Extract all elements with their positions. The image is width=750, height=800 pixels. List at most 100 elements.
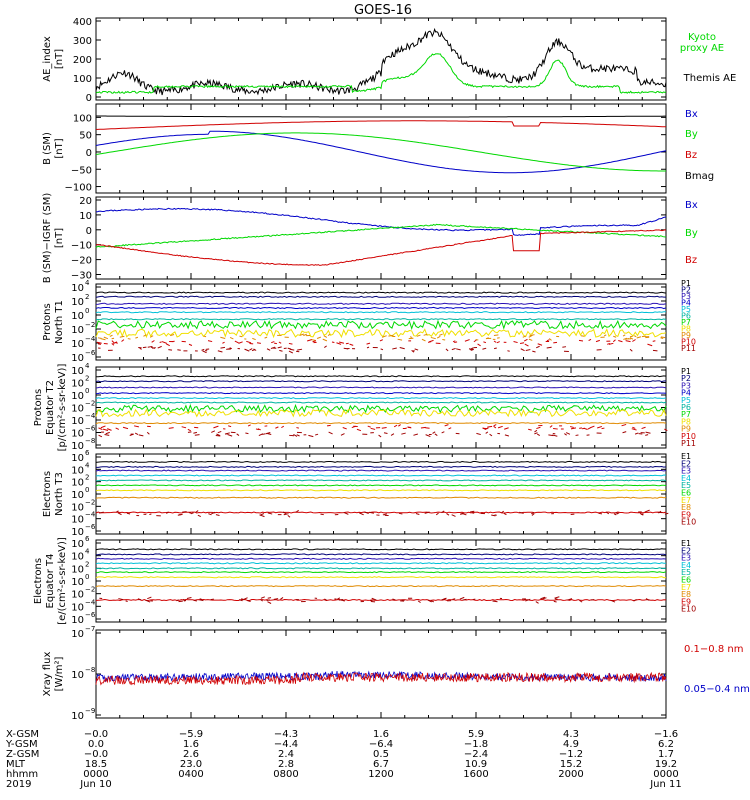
y-tick-label: 10 [71, 527, 84, 538]
series-point-e10 [337, 597, 341, 600]
series-point-p10 [444, 424, 449, 427]
series-point-e10 [260, 599, 264, 602]
x-axis-value: −4.4 [274, 739, 298, 750]
series-p3 [95, 386, 667, 389]
series-point-p11 [308, 434, 314, 438]
series-point-p9 [629, 337, 634, 340]
panel-frame [95, 196, 667, 280]
series-point-p9 [416, 334, 421, 337]
series-point-p10 [296, 427, 299, 429]
series-point-e10 [211, 511, 216, 515]
series-e4 [95, 474, 667, 477]
y-tick-exponent: −2 [85, 400, 95, 408]
series-point-p9 [100, 338, 106, 341]
x-axis-row-label: 2019 [6, 779, 31, 790]
series-point-e10 [427, 599, 432, 603]
series-point-e10 [149, 513, 152, 515]
series-point-p11 [565, 432, 571, 435]
series-point-e10 [369, 511, 375, 514]
series-point-p10 [161, 341, 167, 344]
series-point-p10 [187, 428, 192, 432]
y-tick-label: 20 [79, 196, 92, 207]
legend-p9: P9 [681, 331, 691, 340]
series-point-p11 [201, 348, 205, 351]
series-point-p10 [98, 427, 103, 431]
series-point-p10 [257, 428, 261, 431]
legend-p10: P10 [681, 338, 696, 347]
series-point-p10 [356, 428, 362, 432]
series-point-p11 [548, 434, 554, 437]
y-tick-label: 400 [73, 17, 92, 28]
legend-p4: P4 [681, 299, 691, 308]
series-point-p9 [220, 336, 226, 340]
legend-e4: E4 [681, 561, 691, 570]
series-bz [95, 120, 667, 130]
x-axis-value: 6.7 [373, 759, 389, 770]
series-point-p10 [448, 427, 452, 430]
y-tick-label: 10 [71, 590, 84, 601]
legend-e10: E10 [681, 518, 696, 527]
series-point-p9 [548, 338, 552, 341]
series-point-e10 [590, 598, 595, 601]
series-p3 [95, 302, 667, 305]
series-point-p10 [420, 426, 426, 429]
series-point-p10 [336, 342, 342, 345]
series-point-e10 [340, 599, 345, 602]
x-axis-table: X-GSMY-GSMZ-GSMMLThhmm2019−0.00.0−0.018.… [5, 729, 682, 790]
series-point-p10 [96, 341, 102, 344]
series-point-p11 [211, 430, 216, 433]
series-point-p11 [340, 433, 345, 436]
series-p2 [95, 295, 666, 298]
series-point-e10 [392, 598, 396, 601]
series-point-e10 [491, 514, 496, 517]
y-axis-label: AE_index [42, 36, 53, 82]
series-point-p11 [152, 347, 156, 349]
y-tick-exponent: −4 [85, 511, 96, 519]
series-point-p11 [324, 345, 327, 348]
series-point-e10 [118, 598, 124, 601]
y-tick-label: 10 [71, 366, 84, 377]
y-tick-label: 10 [71, 577, 84, 588]
series-point-p11 [489, 433, 493, 437]
series-point-p11 [401, 432, 406, 435]
legend-e1: E1 [681, 452, 691, 461]
series-point-e10 [199, 598, 203, 600]
series-point-p10 [370, 427, 376, 430]
y-tick-label: −30 [71, 271, 92, 282]
y-axis-label: [p/(cm²-s-sr-keV)] [57, 364, 68, 452]
series-point-p10 [312, 340, 316, 343]
series-point-p10 [618, 340, 623, 343]
series-point-p11 [220, 346, 226, 349]
series-bmag [96, 115, 666, 118]
legend-p10: P10 [681, 432, 696, 441]
series-point-e10 [540, 596, 546, 600]
series-point-p11 [134, 432, 139, 436]
y-axis-label: [nT] [54, 228, 65, 248]
series-point-p10 [111, 340, 115, 343]
series-point-p10 [493, 424, 497, 427]
y-tick-exponent: 6 [85, 535, 90, 543]
y-tick-label: 10 [71, 404, 84, 415]
x-axis-value: −1.8 [464, 739, 488, 750]
series-point-p10 [641, 426, 646, 430]
series-point-e10 [398, 512, 403, 515]
series-point-p9 [149, 335, 154, 338]
y-tick-label: 10 [71, 339, 84, 350]
series-point-p11 [98, 434, 103, 438]
series-point-p11 [138, 434, 144, 437]
y-tick-label: 10 [71, 539, 84, 550]
y-tick-label: 10 [71, 478, 84, 489]
legend-p8: P8 [681, 417, 691, 426]
legend-p3: P3 [681, 292, 691, 301]
series-point-e10 [525, 598, 531, 602]
series-point-p9 [135, 336, 139, 339]
series-point-p10 [188, 343, 193, 346]
series-e2 [95, 553, 667, 556]
legend-p9: P9 [681, 425, 691, 434]
y-tick-exponent: −4 [85, 412, 96, 420]
series-point-p11 [193, 431, 198, 434]
series-point-e10 [126, 512, 131, 515]
series-point-e10 [451, 514, 456, 517]
series-point-p10 [621, 423, 627, 427]
